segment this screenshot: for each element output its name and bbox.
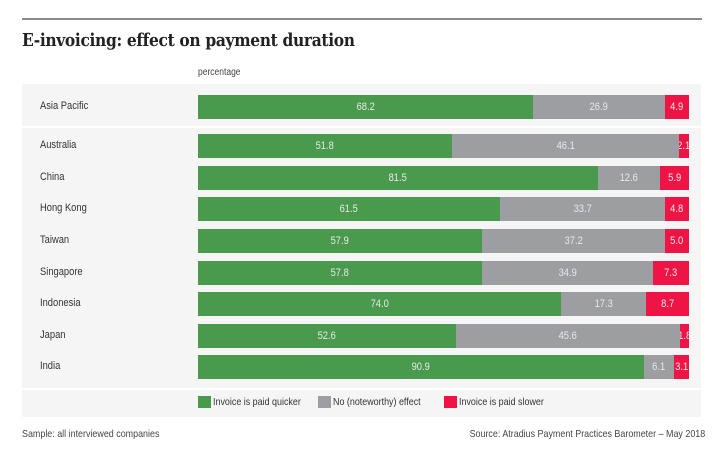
bar-segment-quicker: 81.5	[198, 166, 598, 190]
unit-label: percentage	[198, 67, 241, 78]
bar-segment-slower: 2.1	[679, 134, 689, 158]
data-label: 57.8	[330, 267, 350, 279]
chart-title: E-invoicing: effect on payment duration	[22, 30, 355, 51]
data-label: 61.5	[339, 203, 359, 215]
bar-segment-no-effect: 33.7	[500, 197, 665, 221]
data-label: 3.1	[675, 361, 689, 373]
data-label: 52.6	[317, 330, 337, 342]
data-label: 17.3	[594, 298, 613, 310]
bar-segment-slower: 1.8	[680, 324, 689, 348]
data-label: 4.9	[670, 101, 684, 113]
data-label: 81.5	[388, 172, 408, 184]
category-label: Australia	[40, 139, 77, 151]
legend-item-no-effect: No (noteworthy) effect	[318, 396, 436, 408]
data-label: 57.9	[330, 235, 350, 247]
legend-item-quicker: Invoice is paid quicker	[198, 396, 316, 408]
bar-segment-slower: 8.7	[646, 292, 689, 316]
legend-label: No (noteworthy) effect	[333, 396, 421, 408]
bar-segment-quicker: 51.8	[198, 134, 452, 158]
data-label: 1.8	[680, 330, 689, 342]
bar-segment-quicker: 74.0	[198, 292, 561, 316]
data-label: 33.7	[573, 203, 592, 215]
data-label: 12.6	[619, 172, 639, 184]
legend-panel	[22, 390, 701, 417]
data-label: 51.8	[315, 140, 335, 152]
bar-segment-slower: 4.9	[665, 95, 689, 119]
data-label: 2.1	[679, 140, 689, 152]
bar-segment-quicker: 61.5	[198, 197, 500, 221]
data-label: 74.0	[370, 298, 389, 310]
legend-swatch-slower	[444, 396, 457, 408]
data-label: 5.0	[670, 235, 684, 247]
legend-label: Invoice is paid slower	[459, 396, 544, 408]
data-label: 7.3	[664, 267, 678, 279]
top-rule	[22, 18, 702, 20]
category-label: China	[40, 171, 65, 183]
category-label: Taiwan	[40, 234, 70, 246]
data-label: 34.9	[558, 267, 577, 279]
legend-label: Invoice is paid quicker	[213, 396, 301, 408]
data-label: 6.1	[652, 361, 666, 373]
sample-note: Sample: all interviewed companies	[22, 428, 160, 440]
category-label: Japan	[40, 329, 66, 341]
bar-segment-no-effect: 12.6	[598, 166, 660, 190]
legend-swatch-no-effect	[318, 396, 331, 408]
bar-segment-quicker: 90.9	[198, 355, 644, 379]
bar-segment-no-effect: 26.9	[533, 95, 665, 119]
bar-segment-slower: 7.3	[653, 261, 689, 285]
bar-segment-slower: 3.1	[674, 355, 689, 379]
bar-segment-no-effect: 45.6	[456, 324, 680, 348]
bar-segment-slower: 5.9	[660, 166, 689, 190]
bar-segment-quicker: 57.9	[198, 229, 482, 253]
category-label: India	[40, 360, 61, 372]
data-label: 37.2	[564, 235, 583, 247]
category-label: Asia Pacific	[40, 100, 89, 112]
bar-segment-slower: 4.8	[665, 197, 689, 221]
bar-segment-quicker: 52.6	[198, 324, 456, 348]
bar-segment-no-effect: 6.1	[644, 355, 674, 379]
bar-segment-quicker: 68.2	[198, 95, 533, 119]
data-label: 46.1	[556, 140, 575, 152]
data-label: 45.6	[558, 330, 578, 342]
category-label: Singapore	[40, 266, 83, 278]
data-label: 4.8	[670, 203, 684, 215]
data-label: 90.9	[411, 361, 431, 373]
data-label: 68.2	[356, 101, 375, 113]
legend-swatch-quicker	[198, 396, 211, 408]
data-label: 26.9	[589, 101, 609, 113]
bar-segment-no-effect: 17.3	[561, 292, 646, 316]
bar-segment-no-effect: 34.9	[482, 261, 653, 285]
bar-segment-slower: 5.0	[665, 229, 689, 253]
bar-segment-quicker: 57.8	[198, 261, 482, 285]
category-label: Hong Kong	[40, 202, 87, 214]
bar-segment-no-effect: 46.1	[452, 134, 679, 158]
data-label: 8.7	[660, 298, 674, 310]
source-note: Source: Atradius Payment Practices Barom…	[469, 428, 705, 440]
category-label: Indonesia	[40, 297, 81, 309]
legend-item-slower: Invoice is paid slower	[444, 396, 559, 408]
data-label: 5.9	[667, 172, 681, 184]
bar-segment-no-effect: 37.2	[482, 229, 665, 253]
